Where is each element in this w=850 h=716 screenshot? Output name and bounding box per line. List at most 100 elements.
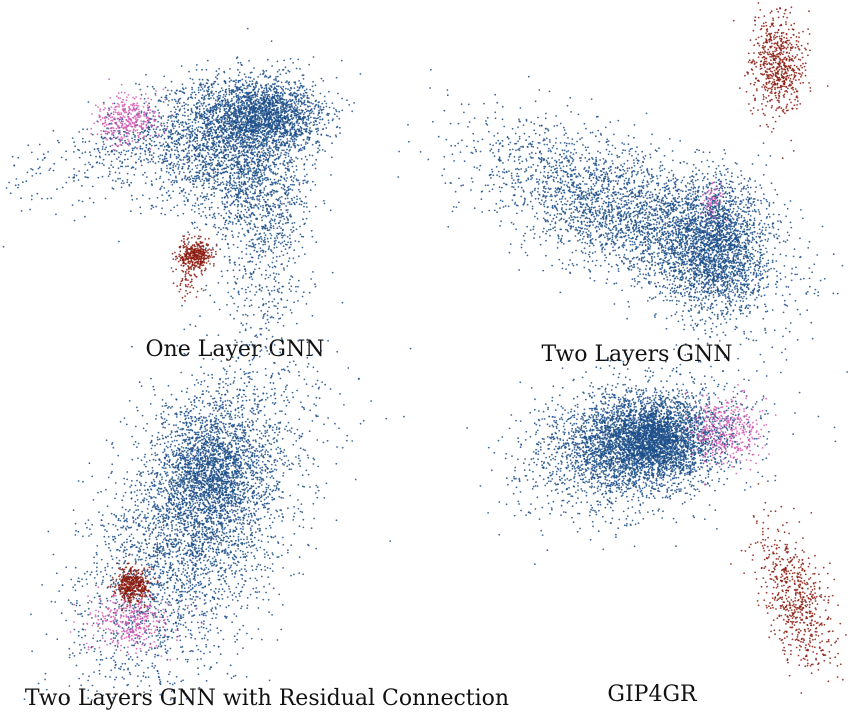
scatter-point <box>14 184 17 187</box>
scatter-point <box>304 175 306 178</box>
scatter-point <box>269 164 272 167</box>
scatter-point <box>194 97 197 99</box>
scatter-point <box>244 139 247 142</box>
scatter-point <box>321 149 324 151</box>
scatter-point <box>240 176 243 178</box>
scatter-point <box>159 175 162 178</box>
scatter-point <box>194 154 197 157</box>
scatter-point <box>31 168 34 171</box>
scatter-point <box>240 139 242 142</box>
scatter-point <box>282 267 285 269</box>
scatter-point <box>230 93 233 96</box>
scatter-point <box>124 153 127 156</box>
scatter-point <box>283 110 286 113</box>
scatter-point <box>251 238 254 241</box>
scatter-point <box>232 127 235 130</box>
scatter-point <box>222 105 225 108</box>
scatter-point <box>212 119 215 121</box>
scatter-point <box>182 212 185 215</box>
scatter-point <box>238 121 241 124</box>
scatter-point <box>52 169 55 172</box>
scatter-point <box>191 86 193 89</box>
scatter-point <box>211 122 214 125</box>
scatter-point <box>206 130 209 133</box>
scatter-point <box>285 81 287 84</box>
scatter-point <box>181 83 184 86</box>
scatter-point <box>210 146 212 149</box>
scatter-point <box>303 145 306 148</box>
scatter-point <box>200 163 202 166</box>
scatter-point <box>205 68 208 71</box>
scatter-point <box>290 113 293 116</box>
scatter-point <box>110 112 113 115</box>
scatter-point <box>182 88 185 91</box>
scatter-point <box>284 117 287 120</box>
scatter-point <box>218 118 221 121</box>
scatter-point <box>259 127 262 130</box>
scatter-point <box>289 98 291 101</box>
scatter-point <box>265 203 268 206</box>
scatter-point <box>289 140 291 143</box>
scatter-point <box>277 167 280 170</box>
scatter-point <box>123 134 126 136</box>
scatter-point <box>291 138 294 141</box>
scatter-point <box>227 291 230 294</box>
scatter-point <box>245 297 248 300</box>
scatter-point <box>225 219 228 222</box>
scatter-point <box>240 145 243 148</box>
scatter-point <box>178 164 181 166</box>
scatter-point <box>197 144 200 147</box>
scatter-point <box>232 236 235 239</box>
scatter-point <box>162 101 165 103</box>
scatter-point <box>246 223 249 226</box>
scatter-point <box>131 147 134 150</box>
scatter-point <box>208 133 210 136</box>
scatter-point <box>129 143 132 146</box>
scatter-point <box>214 226 217 229</box>
scatter-point <box>229 144 231 147</box>
scatter-point <box>256 104 258 106</box>
scatter-point <box>92 201 95 204</box>
scatter-point <box>309 116 312 119</box>
scatter-point <box>276 113 278 116</box>
scatter-point <box>222 152 225 155</box>
scatter-point <box>216 77 219 80</box>
scatter-point <box>256 230 258 232</box>
scatter-point <box>303 163 306 165</box>
scatter-point <box>262 152 265 155</box>
scatter-point <box>206 141 209 144</box>
scatter-point <box>61 186 64 189</box>
scatter-point <box>191 155 193 158</box>
scatter-point <box>230 79 233 82</box>
scatter-point <box>314 205 317 208</box>
scatter-point <box>212 149 215 152</box>
scatter-point <box>234 83 237 86</box>
scatter-point <box>300 158 303 160</box>
scatter-point <box>276 97 279 100</box>
scatter-point <box>204 136 207 139</box>
scatter-point <box>97 147 100 150</box>
scatter-point <box>164 96 167 99</box>
scatter-point <box>263 178 266 181</box>
scatter-point <box>230 89 233 92</box>
scatter-point <box>233 172 236 174</box>
scatter-point <box>221 132 224 134</box>
scatter-point <box>143 130 146 132</box>
scatter-point <box>279 179 282 182</box>
scatter-point <box>280 87 283 90</box>
scatter-point <box>214 132 217 135</box>
scatter-point <box>236 205 239 208</box>
scatter-point <box>247 173 250 176</box>
scatter-point <box>186 199 189 202</box>
scatter-point <box>271 300 274 303</box>
scatter-point <box>199 169 202 172</box>
scatter-point <box>210 123 212 126</box>
scatter-point <box>263 124 266 127</box>
scatter-point <box>245 247 248 250</box>
scatter-point <box>25 180 28 183</box>
scatter-point <box>209 294 212 297</box>
scatter-point <box>226 98 229 101</box>
scatter-point <box>256 173 259 176</box>
scatter-point <box>279 95 282 97</box>
scatter-point <box>260 238 263 241</box>
